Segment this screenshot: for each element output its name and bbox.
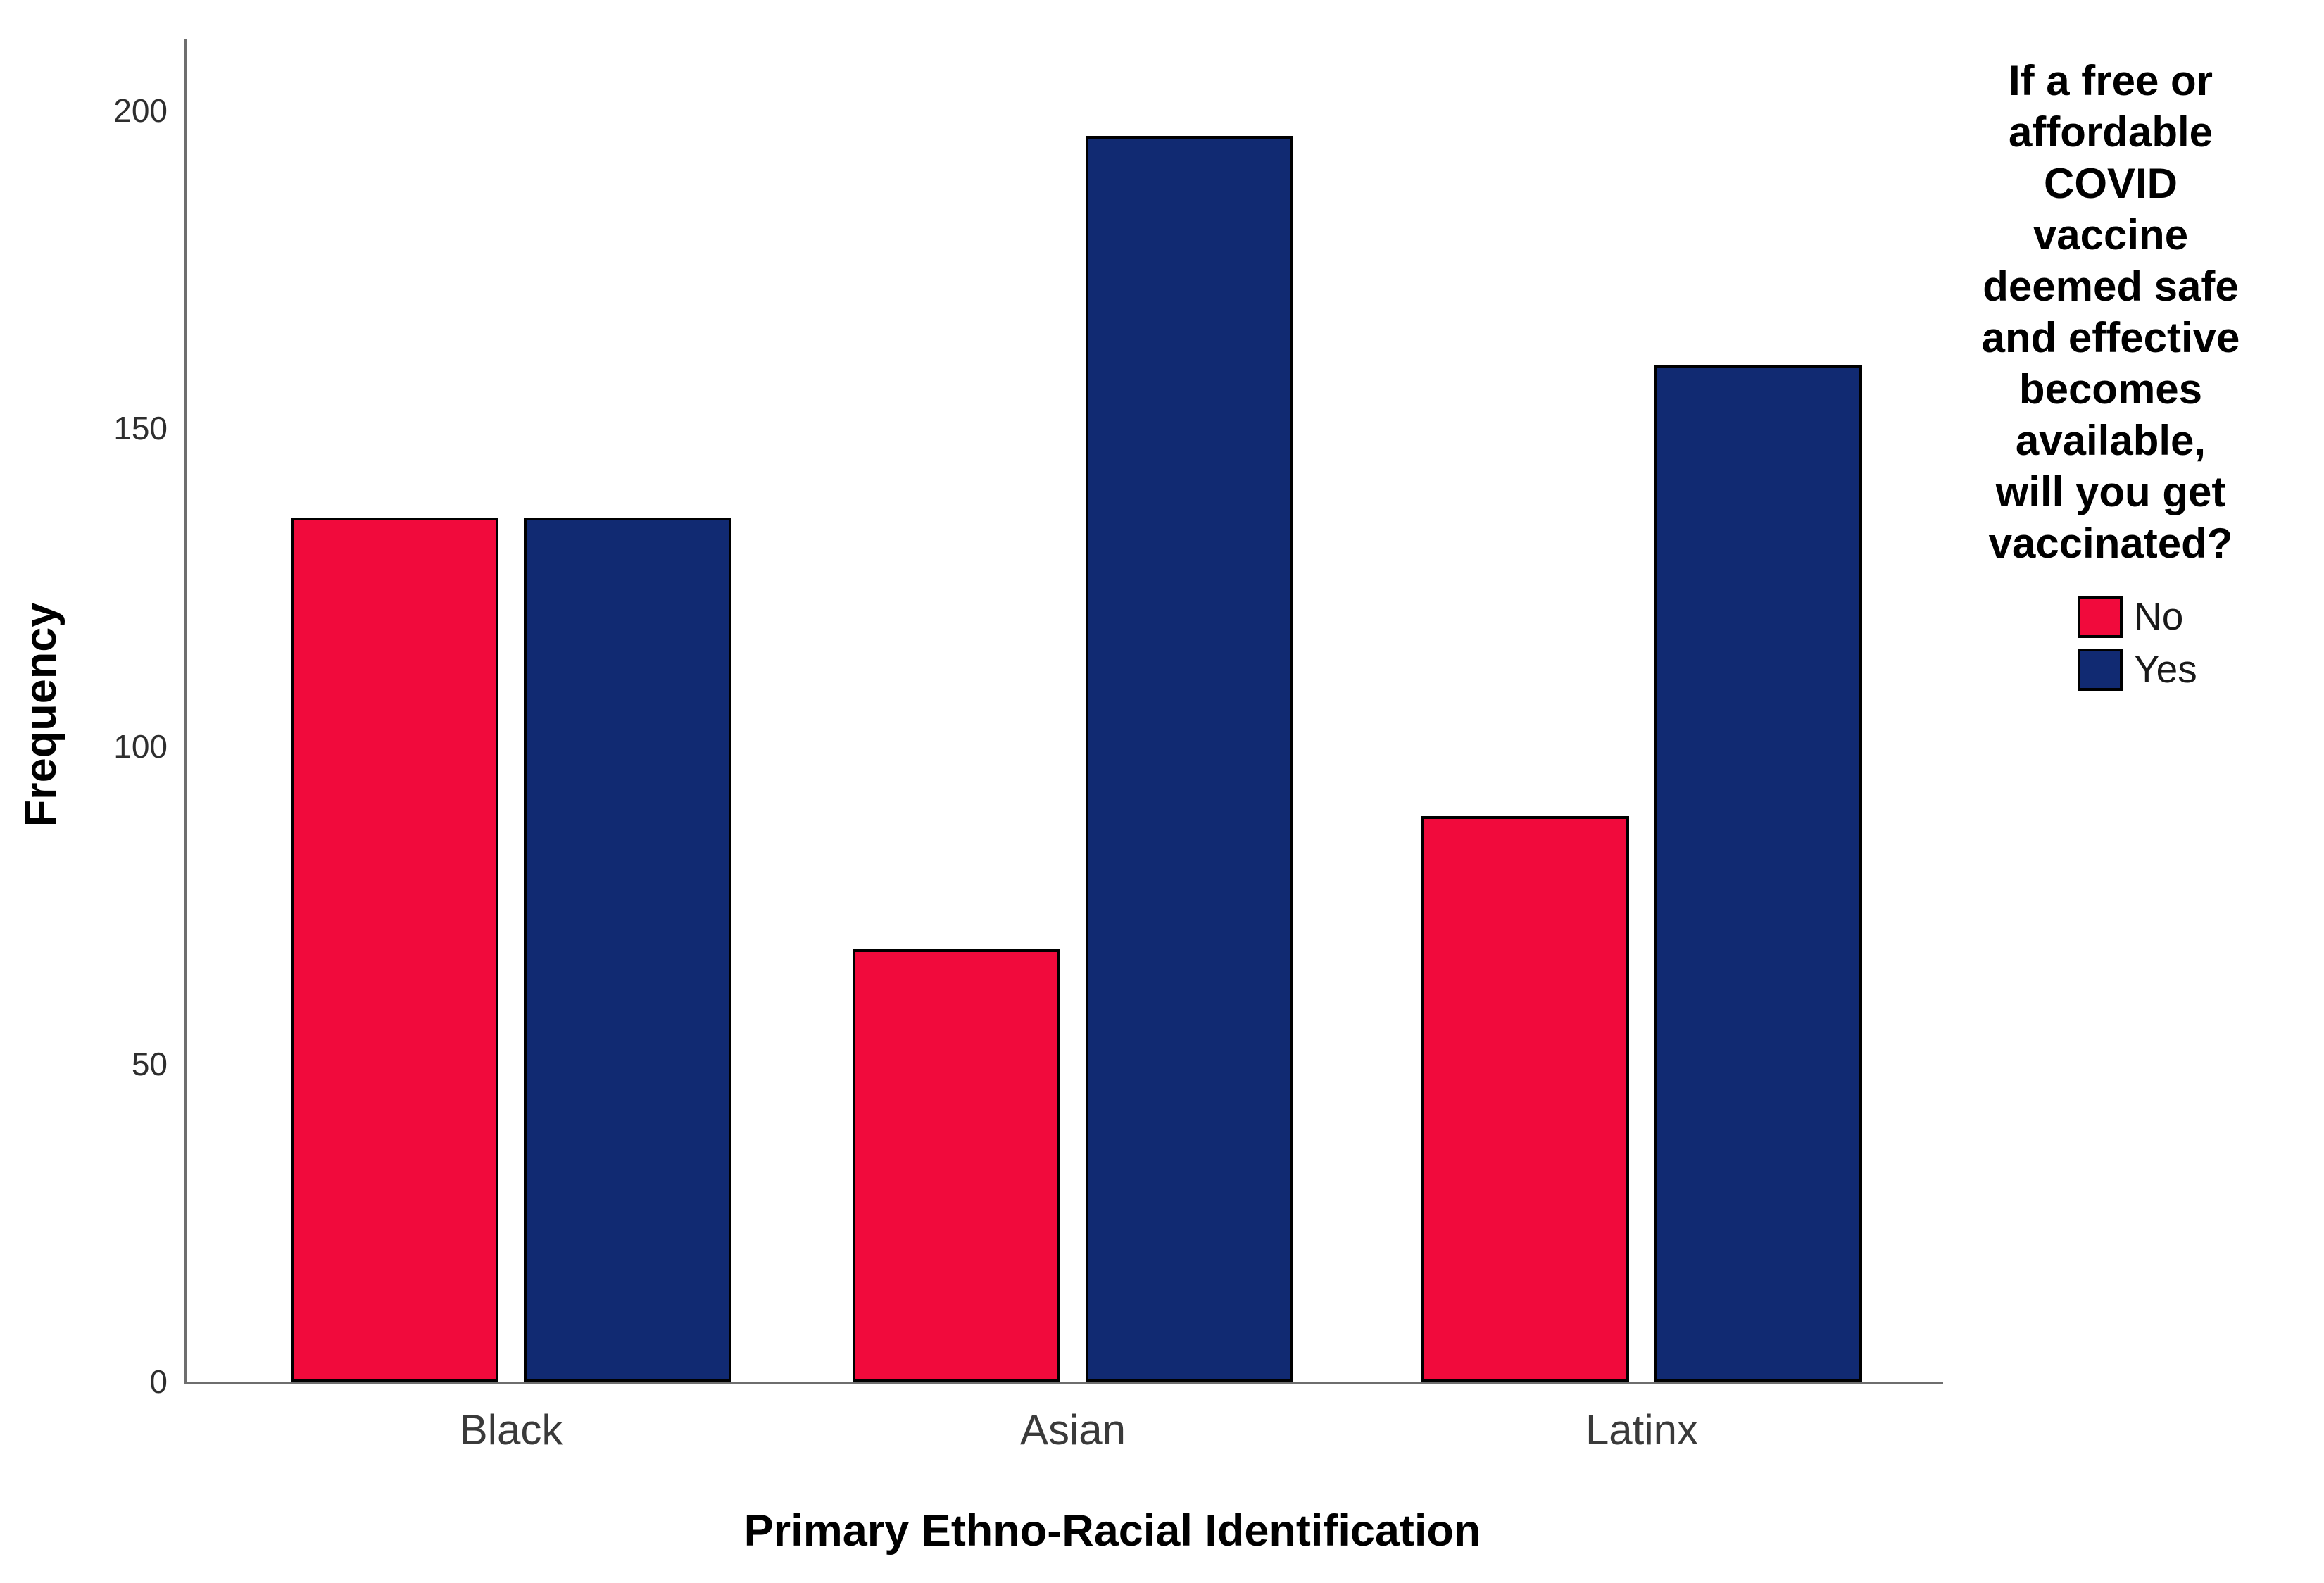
legend-item-label: No [2134, 594, 2184, 638]
y-tick-label: 150 [113, 410, 168, 447]
bar-asian-no [853, 949, 1060, 1382]
x-category-label: Latinx [1585, 1406, 1699, 1453]
x-axis-line [184, 1382, 1943, 1384]
y-tick-label: 50 [131, 1045, 168, 1082]
legend-swatch-yes [2078, 648, 2123, 691]
y-tick-label: 0 [149, 1363, 168, 1400]
legend-item-label: Yes [2134, 647, 2197, 691]
x-axis-title: Primary Ethno-Racial Identification [743, 1506, 1481, 1556]
legend-swatch-no [2078, 595, 2123, 638]
y-axis-title: Frequency [16, 602, 65, 827]
y-tick-label: 100 [113, 727, 168, 765]
legend: If a free or affordable COVID vaccine deemed… [1910, 55, 2311, 696]
legend-title-line: and effective [1981, 314, 2240, 361]
y-axis-line [184, 39, 187, 1384]
bar-black-yes [524, 518, 731, 1382]
legend-item-yes: Yes [2078, 643, 2311, 696]
legend-title-line: affordable [2008, 108, 2213, 156]
legend-title-line: COVID [2043, 160, 2178, 207]
y-tick-label: 200 [113, 92, 168, 129]
legend-title-line: vaccine [2033, 211, 2189, 258]
x-category-label: Black [459, 1406, 563, 1453]
legend-title-line: available, [2015, 417, 2206, 464]
legend-title-line: vaccinated? [1988, 520, 2233, 567]
legend-title-line: will you get [1995, 468, 2226, 515]
legend-items: No Yes [1910, 590, 2311, 696]
legend-title-line: deemed safe [1983, 263, 2239, 310]
bar-latinx-no [1421, 816, 1629, 1382]
bar-asian-yes [1086, 136, 1293, 1382]
x-category-label: Asian [1019, 1406, 1126, 1453]
bar-latinx-yes [1654, 365, 1862, 1382]
legend-title-line: If a free or [2008, 57, 2213, 104]
legend-title-line: becomes [2018, 365, 2203, 413]
bar-black-no [291, 518, 498, 1382]
legend-item-no: No [2078, 590, 2311, 643]
legend-title: If a free or affordable COVID vaccine deemed… [1910, 55, 2311, 569]
